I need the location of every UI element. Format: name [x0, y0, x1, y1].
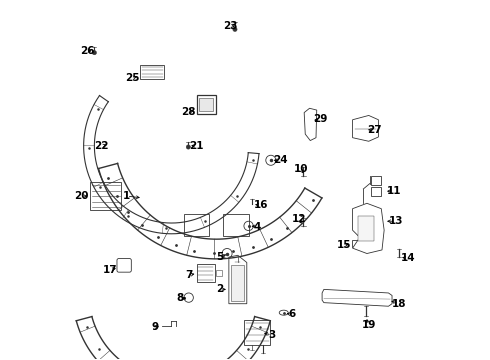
Text: 1: 1 [123, 191, 130, 201]
Polygon shape [304, 108, 317, 140]
Ellipse shape [279, 310, 288, 315]
Text: 3: 3 [268, 330, 275, 340]
Text: 25: 25 [125, 73, 139, 83]
Text: 5: 5 [216, 252, 223, 262]
FancyBboxPatch shape [196, 95, 216, 114]
Text: 11: 11 [387, 186, 401, 196]
Text: 21: 21 [189, 141, 204, 151]
Text: 7: 7 [186, 270, 193, 280]
Text: 27: 27 [367, 125, 381, 135]
Polygon shape [353, 203, 384, 253]
Polygon shape [196, 264, 215, 282]
Text: 2: 2 [216, 284, 223, 294]
Circle shape [186, 145, 191, 149]
Text: 8: 8 [177, 293, 184, 303]
Text: 26: 26 [80, 46, 95, 56]
FancyBboxPatch shape [223, 214, 248, 235]
Text: 20: 20 [74, 191, 89, 201]
Text: 29: 29 [313, 114, 327, 124]
Text: 10: 10 [294, 164, 308, 174]
Polygon shape [353, 116, 378, 141]
Circle shape [233, 27, 237, 32]
Text: 23: 23 [223, 21, 238, 31]
Text: 6: 6 [288, 310, 295, 319]
FancyBboxPatch shape [370, 187, 381, 196]
Text: 14: 14 [401, 253, 416, 263]
FancyBboxPatch shape [216, 270, 222, 276]
FancyBboxPatch shape [358, 216, 374, 241]
FancyBboxPatch shape [199, 98, 214, 111]
Text: 4: 4 [254, 222, 261, 231]
Text: 15: 15 [336, 240, 351, 250]
Polygon shape [229, 255, 247, 304]
FancyBboxPatch shape [117, 258, 131, 272]
Text: 19: 19 [362, 320, 376, 330]
Polygon shape [245, 320, 270, 345]
Text: 16: 16 [254, 200, 269, 210]
FancyBboxPatch shape [370, 176, 381, 185]
Polygon shape [322, 289, 392, 306]
Circle shape [92, 50, 97, 55]
FancyBboxPatch shape [231, 265, 245, 301]
Text: 17: 17 [103, 265, 118, 275]
Text: 22: 22 [94, 141, 109, 151]
Text: 28: 28 [181, 107, 196, 117]
Text: 24: 24 [273, 155, 288, 165]
Text: 13: 13 [389, 216, 403, 226]
Text: 12: 12 [292, 215, 306, 224]
Text: 9: 9 [151, 322, 158, 332]
Polygon shape [90, 182, 122, 211]
Text: 18: 18 [392, 299, 406, 309]
FancyBboxPatch shape [140, 65, 164, 79]
FancyBboxPatch shape [184, 214, 209, 235]
FancyBboxPatch shape [351, 239, 361, 247]
